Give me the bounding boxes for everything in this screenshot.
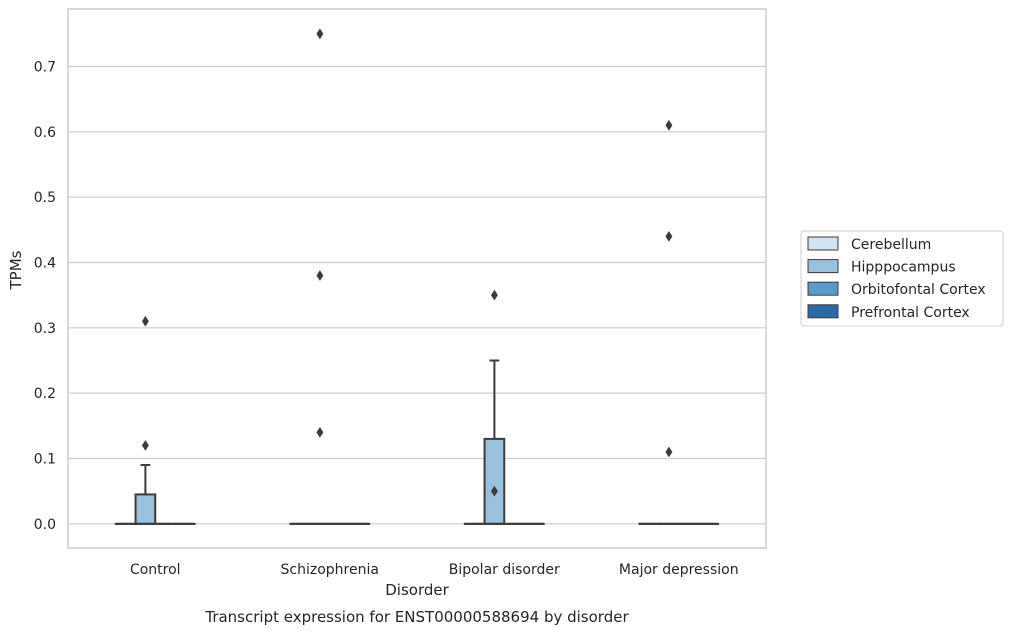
x-axis-label: Disorder xyxy=(385,581,449,599)
legend-label: Cerebellum xyxy=(851,237,931,253)
y-tick-label: 0.7 xyxy=(34,59,56,75)
outlier-point xyxy=(665,230,673,242)
outlier-point xyxy=(141,439,149,451)
box-group xyxy=(483,289,506,525)
legend-label: Orbitofontal Cortex xyxy=(851,282,986,298)
outlier-point xyxy=(316,28,324,40)
outlier-point xyxy=(316,270,324,282)
box xyxy=(483,437,506,525)
plot-frame xyxy=(67,8,767,549)
outlier-point xyxy=(490,289,498,301)
legend-label: Prefrontal Cortex xyxy=(851,305,970,321)
y-axis-label: TPMs xyxy=(7,250,25,290)
y-tick-label: 0.6 xyxy=(34,125,56,141)
legend-label: Hipppocampus xyxy=(851,260,956,276)
legend-swatch xyxy=(807,281,839,296)
x-tick-label: Major depression xyxy=(619,562,739,578)
legend-frame xyxy=(800,230,1004,327)
y-tick-label: 0.4 xyxy=(34,255,56,271)
outlier-point xyxy=(141,315,149,327)
x-tick-label: Control xyxy=(130,562,181,578)
outlier-point xyxy=(316,426,324,438)
legend-swatch xyxy=(807,304,839,319)
x-tick-label: Schizophrenia xyxy=(281,562,379,578)
y-tick-label: 0.3 xyxy=(34,321,56,337)
legend-swatch xyxy=(807,236,839,251)
y-tick-label: 0.5 xyxy=(34,190,56,206)
y-tick-label: 0.2 xyxy=(34,386,56,402)
box xyxy=(134,493,157,525)
box-series xyxy=(114,28,720,525)
legend: Cerebellum Hipppocampus Orbitofontal Corte… xyxy=(800,230,1004,327)
y-tick-labels: 0.0 0.1 0.2 0.3 0.4 0.5 0.6 0.7 xyxy=(34,59,56,532)
box-group xyxy=(134,315,157,525)
chart-caption: Transcript expression for ENST0000058869… xyxy=(204,608,629,626)
x-tick-labels: Control Schizophrenia Bipolar disorder Majo… xyxy=(130,562,739,578)
y-tick-label: 0.0 xyxy=(34,517,56,533)
box-group xyxy=(309,28,331,525)
y-tick-label: 0.1 xyxy=(34,451,56,467)
box-group xyxy=(658,119,680,525)
outlier-point xyxy=(665,446,673,458)
legend-swatch xyxy=(807,259,839,274)
outlier-point xyxy=(490,485,498,497)
x-tick-label: Bipolar disorder xyxy=(449,562,560,578)
outlier-point xyxy=(665,119,673,131)
